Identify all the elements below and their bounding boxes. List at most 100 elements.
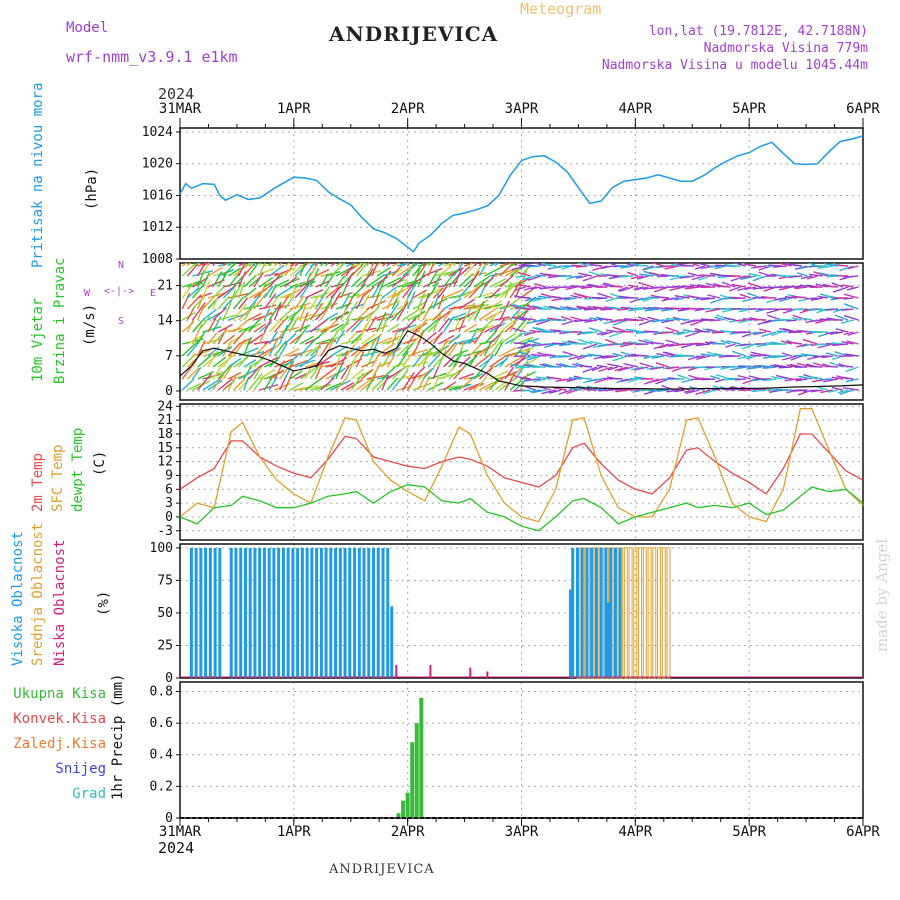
wind-barb (841, 308, 854, 312)
wind-barb (679, 275, 690, 278)
wind-barb (816, 343, 828, 346)
temperature-ytick-label: 3 (165, 496, 173, 511)
wind-barb (633, 286, 644, 291)
wind-barb (227, 272, 240, 288)
wind-barb (228, 371, 242, 380)
wind-barb (284, 361, 295, 380)
wind-barb (443, 298, 462, 310)
precip-ytick-label: 0.4 (150, 748, 174, 763)
wind-barb (489, 278, 507, 288)
wind-barb (548, 389, 562, 395)
wind-barb (202, 280, 211, 299)
wind-barb (397, 374, 412, 380)
wind-barb (530, 353, 547, 357)
wind-barb (566, 308, 582, 311)
wind-barb (832, 286, 849, 293)
wind-barb (243, 301, 257, 321)
high-cloud-bar (594, 547, 598, 678)
wind-barb (812, 362, 828, 368)
wind-barb (432, 263, 437, 267)
wind-barb (513, 342, 526, 345)
wind-barb (782, 355, 798, 361)
wind-barb (791, 295, 808, 299)
precip-ytick-label: 0.2 (150, 779, 173, 794)
wind-barb (523, 286, 536, 291)
wind-barb (350, 276, 363, 288)
wind-barb (842, 387, 859, 391)
wind-barb (837, 389, 849, 394)
wind-barb (237, 271, 247, 288)
wind-barb (806, 297, 818, 300)
high-cloud-bar (208, 547, 212, 678)
wind-barb (589, 340, 603, 345)
wind-barb (289, 382, 304, 391)
wind-barb (600, 308, 613, 311)
wind-barb (253, 375, 266, 391)
precip-bar (401, 800, 406, 818)
wind-barb (578, 272, 593, 277)
wind-barb (806, 275, 818, 280)
wind-barb (355, 307, 370, 321)
wind-barb (217, 285, 237, 299)
high-cloud-bar (362, 547, 366, 678)
wind-barb (700, 353, 716, 357)
wind-barb (448, 333, 462, 345)
wind-barb (345, 331, 358, 345)
wind-barb (212, 333, 224, 345)
mid-cloud-bar (666, 547, 671, 679)
wind-barb (617, 286, 629, 292)
wind-barb (691, 275, 705, 281)
wind-barb (576, 305, 593, 310)
wind-barb (340, 263, 346, 267)
wind-barb (432, 287, 444, 299)
wind-barb (253, 343, 267, 357)
wind-barb (279, 308, 294, 321)
wind-barb (212, 295, 220, 310)
wind-barb (847, 331, 859, 336)
wind-barb (834, 351, 849, 357)
high-cloud-bar (248, 547, 252, 678)
wind-barb (530, 286, 541, 290)
wind-legend-e: E (150, 288, 157, 299)
wind-barb (371, 324, 389, 333)
wind-barb (376, 263, 382, 267)
wind-barb (186, 263, 199, 277)
wind-barb (484, 324, 500, 333)
wind-barb (407, 329, 419, 345)
wind-barb (437, 310, 451, 321)
high-cloud-bar (604, 547, 608, 678)
wind-barb (793, 389, 808, 392)
wind-barb (479, 381, 495, 391)
wind-barb (617, 366, 634, 372)
wind-barb (248, 312, 262, 321)
wind-barb (484, 265, 505, 277)
wind-barb (835, 328, 849, 333)
mid-cloud-bar (661, 547, 666, 679)
model-label: Model (66, 20, 109, 36)
wind-ytick-label: 0 (165, 384, 173, 399)
wind-barb (592, 305, 608, 310)
wind-barb (560, 316, 572, 321)
wind-barb (655, 362, 670, 368)
wind-barb (519, 376, 531, 380)
wind-barb (504, 281, 512, 299)
wind-barb (800, 317, 813, 321)
wind-barb (299, 263, 315, 267)
wind-barb (396, 350, 409, 368)
wind-barb (289, 370, 303, 380)
wind-barb (217, 296, 230, 310)
wind-barb (832, 343, 849, 347)
wind-barb (531, 389, 547, 394)
wind-barb (831, 342, 844, 345)
wind-barb (443, 336, 461, 345)
wind-barb (181, 366, 193, 380)
wind-barb (770, 364, 782, 368)
wind-barb (606, 329, 618, 333)
wind-barb (273, 304, 282, 321)
wind-barb (810, 297, 823, 301)
wind-barb (559, 297, 572, 300)
wind-barb (484, 263, 491, 267)
wind-barb (790, 355, 803, 361)
wind-barb (212, 373, 225, 391)
wind-barb (202, 263, 209, 267)
